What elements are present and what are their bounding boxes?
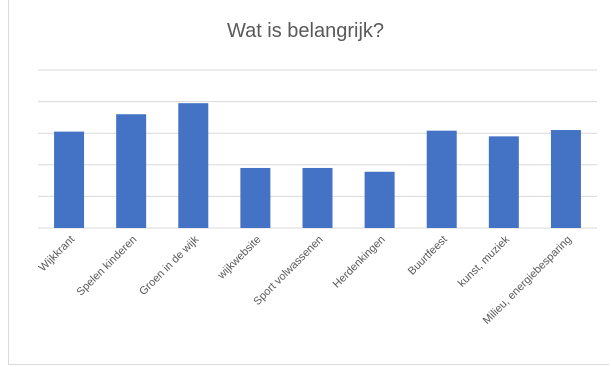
- x-tick-label: Groen in de wijk: [137, 233, 202, 298]
- bar-3: [240, 167, 271, 228]
- bar-7: [488, 136, 519, 228]
- bar-4: [302, 167, 333, 228]
- x-tick-label: Spelen kinderen: [75, 234, 140, 299]
- x-tick-label: Buurtfeest: [406, 234, 450, 278]
- x-tick-label: wijkwebsite: [215, 234, 264, 283]
- bar-8: [550, 130, 581, 228]
- bar-6: [426, 130, 457, 228]
- x-tick-label: kunst, muziek: [456, 233, 512, 289]
- chart-title: Wat is belangrijk?: [226, 20, 385, 42]
- bar-1: [116, 114, 147, 228]
- bar-5: [364, 171, 395, 228]
- x-tick-label: Herdenkingen: [331, 234, 388, 291]
- x-tick-label: Sport volwassenen: [251, 234, 325, 308]
- bar-2: [178, 103, 209, 228]
- x-tick-label: Wijkkrant: [37, 234, 77, 274]
- bars: [54, 103, 581, 228]
- bar-0: [54, 131, 85, 228]
